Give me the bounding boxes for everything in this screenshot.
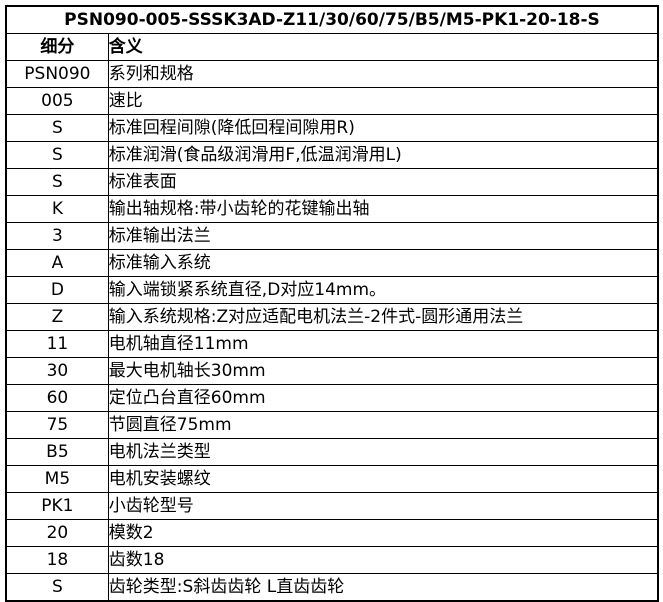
table-row: 11 电机轴直径11mm (5, 330, 659, 358)
table-row: 75 节圆直径75mm (5, 411, 659, 439)
meaning-cell: 标准回程间隙(降低回程间隙用R) (107, 114, 659, 142)
code-cell: S (5, 573, 109, 602)
part-number-breakdown-table: PSN090-005-SSSK3AD-Z11/30/60/75/B5/M5-PK… (5, 5, 659, 602)
table-row: PSN090 系列和规格 (5, 60, 659, 88)
table-row: S 齿轮类型:S斜齿齿轮 L直齿齿轮 (5, 573, 659, 602)
code-cell: PSN090 (5, 60, 109, 88)
meaning-cell: 输出轴规格:带小齿轮的花键输出轴 (107, 195, 659, 223)
table-row: M5 电机安装螺纹 (5, 465, 659, 493)
code-cell: 18 (5, 546, 109, 574)
table-row: 20 模数2 (5, 519, 659, 547)
table-row: 3 标准输出法兰 (5, 222, 659, 250)
table-row: Z 输入系统规格:Z对应适配电机法兰-2件式-圆形通用法兰 (5, 303, 659, 331)
meaning-cell: 标准表面 (107, 168, 659, 196)
meaning-cell: 速比 (107, 87, 659, 115)
code-cell: S (5, 168, 109, 196)
meaning-cell: 标准润滑(食品级润滑用F,低温润滑用L) (107, 141, 659, 169)
table-row: A 标准输入系统 (5, 249, 659, 277)
meaning-cell: 齿轮类型:S斜齿齿轮 L直齿齿轮 (107, 573, 659, 602)
code-cell: 005 (5, 87, 109, 115)
table-head: PSN090-005-SSSK3AD-Z11/30/60/75/B5/M5-PK… (5, 5, 659, 61)
code-cell: Z (5, 303, 109, 331)
meaning-cell: 模数2 (107, 519, 659, 547)
code-cell: 75 (5, 411, 109, 439)
code-cell: A (5, 249, 109, 277)
column-header-code: 细分 (5, 33, 109, 61)
meaning-cell: 输入端锁紧系统直径,D对应14mm。 (107, 276, 659, 304)
table-row: S 标准润滑(食品级润滑用F,低温润滑用L) (5, 141, 659, 169)
column-header-meaning: 含义 (107, 33, 659, 61)
meaning-cell: 电机安装螺纹 (107, 465, 659, 493)
code-cell: B5 (5, 438, 109, 466)
table-row: K 输出轴规格:带小齿轮的花键输出轴 (5, 195, 659, 223)
meaning-cell: 标准输入系统 (107, 249, 659, 277)
meaning-cell: 节圆直径75mm (107, 411, 659, 439)
code-cell: 3 (5, 222, 109, 250)
table-row: B5 电机法兰类型 (5, 438, 659, 466)
code-cell: PK1 (5, 492, 109, 520)
meaning-cell: 电机法兰类型 (107, 438, 659, 466)
table-row: 005 速比 (5, 87, 659, 115)
code-cell: 60 (5, 384, 109, 412)
code-cell: 11 (5, 330, 109, 358)
table-row: D 输入端锁紧系统直径,D对应14mm。 (5, 276, 659, 304)
table-row: 18 齿数18 (5, 546, 659, 574)
part-number-title: PSN090-005-SSSK3AD-Z11/30/60/75/B5/M5-PK… (5, 5, 659, 34)
code-cell: M5 (5, 465, 109, 493)
meaning-cell: 定位凸台直径60mm (107, 384, 659, 412)
code-cell: S (5, 141, 109, 169)
code-cell: D (5, 276, 109, 304)
table-body: PSN090 系列和规格 005 速比 S 标准回程间隙(降低回程间隙用R) S 标准润滑(食… (5, 60, 659, 602)
meaning-cell: 标准输出法兰 (107, 222, 659, 250)
meaning-cell: 最大电机轴长30mm (107, 357, 659, 385)
code-cell: 20 (5, 519, 109, 547)
table-row: PK1 小齿轮型号 (5, 492, 659, 520)
meaning-cell: 齿数18 (107, 546, 659, 574)
table-row: 60 定位凸台直径60mm (5, 384, 659, 412)
code-cell: S (5, 114, 109, 142)
meaning-cell: 输入系统规格:Z对应适配电机法兰-2件式-圆形通用法兰 (107, 303, 659, 331)
meaning-cell: 系列和规格 (107, 60, 659, 88)
table-row: 30 最大电机轴长30mm (5, 357, 659, 385)
table-row: S 标准表面 (5, 168, 659, 196)
meaning-cell: 电机轴直径11mm (107, 330, 659, 358)
code-cell: 30 (5, 357, 109, 385)
column-header-row: 细分 含义 (5, 33, 659, 61)
table-title-row: PSN090-005-SSSK3AD-Z11/30/60/75/B5/M5-PK… (5, 5, 659, 34)
code-cell: K (5, 195, 109, 223)
meaning-cell: 小齿轮型号 (107, 492, 659, 520)
table-row: S 标准回程间隙(降低回程间隙用R) (5, 114, 659, 142)
